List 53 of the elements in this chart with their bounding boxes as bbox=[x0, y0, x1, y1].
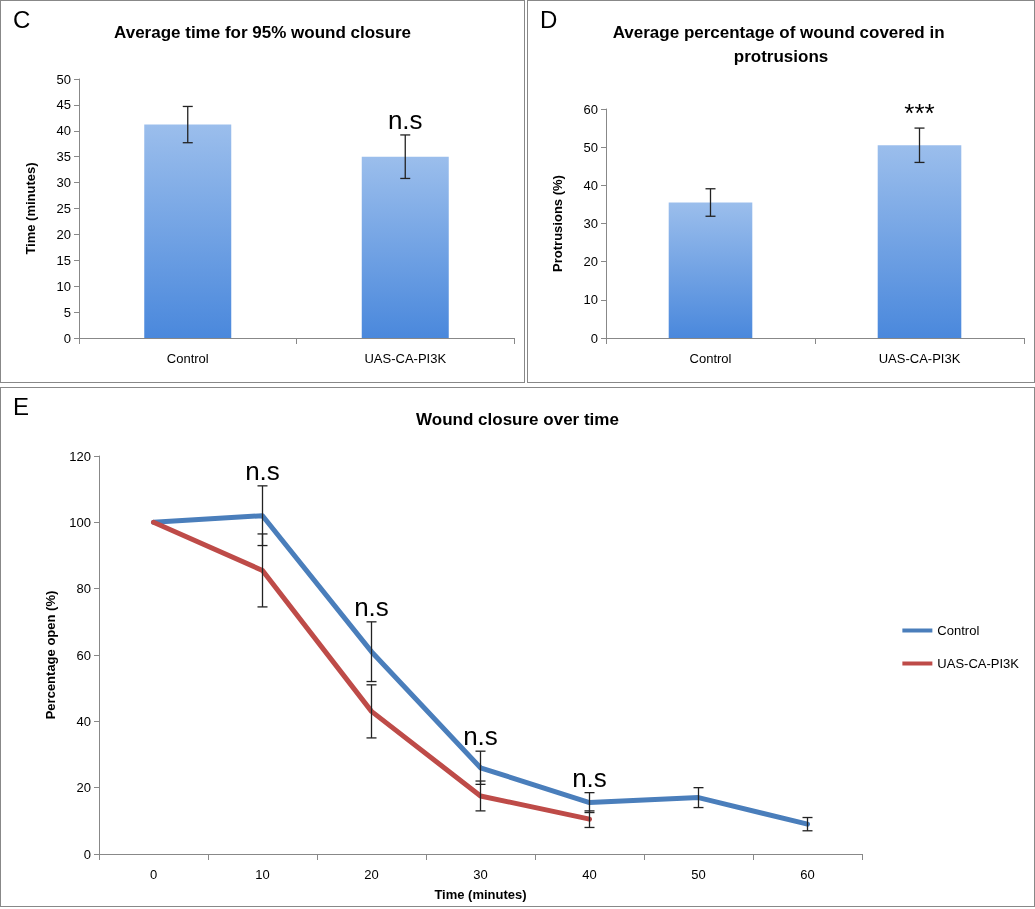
chart-title: Average percentage of wound covered in protrusions bbox=[612, 22, 950, 66]
x-tick-label: UAS-CA-PI3K bbox=[878, 351, 961, 366]
x-tick-label: 30 bbox=[473, 867, 488, 882]
y-tick-label: 50 bbox=[583, 139, 598, 155]
y-tick-label: 0 bbox=[63, 330, 71, 346]
y-tick-label: 40 bbox=[583, 177, 598, 193]
y-tick-label: 20 bbox=[56, 226, 71, 242]
annotation: n.s bbox=[572, 762, 607, 793]
annotation: n.s bbox=[463, 721, 498, 752]
y-tick-label: 10 bbox=[583, 292, 598, 308]
y-tick-label: 60 bbox=[583, 101, 598, 117]
y-tick-label: 40 bbox=[56, 123, 71, 139]
y-tick-label: 100 bbox=[69, 514, 91, 530]
legend-label: UAS-CA-PI3K bbox=[937, 656, 1020, 671]
y-tick-label: 5 bbox=[63, 304, 71, 320]
annotation: *** bbox=[904, 98, 935, 129]
y-tick-label: 80 bbox=[76, 581, 91, 597]
text: D bbox=[540, 5, 558, 33]
y-tick-label: 120 bbox=[69, 448, 91, 464]
y-tick-label: 0 bbox=[590, 330, 598, 346]
y-tick-label: 40 bbox=[76, 713, 91, 729]
y-tick-label: 30 bbox=[56, 175, 71, 191]
legend-label: Control bbox=[937, 623, 980, 638]
y-tick-label: 10 bbox=[56, 278, 71, 294]
y-axis-title: Protrusions (%) bbox=[550, 175, 565, 272]
y-tick-label: 60 bbox=[76, 647, 91, 663]
y-tick-label: 25 bbox=[56, 201, 71, 216]
y-tick-label: 30 bbox=[583, 216, 598, 231]
y-tick-label: 0 bbox=[83, 846, 91, 862]
x-tick-label: 10 bbox=[255, 867, 270, 882]
y-tick-label: 50 bbox=[56, 71, 71, 87]
y-axis-title: Percentage open (%) bbox=[43, 590, 58, 720]
text: E bbox=[13, 392, 30, 420]
annotation: n.s bbox=[245, 455, 280, 486]
x-tick-label: 50 bbox=[691, 867, 706, 882]
chart-title: Average time for 95% wound closure bbox=[114, 22, 411, 42]
y-tick-label: 15 bbox=[56, 252, 71, 268]
y-tick-label: 35 bbox=[56, 149, 71, 165]
chart-title: Wound closure over time bbox=[416, 409, 619, 429]
x-tick-label: UAS-CA-PI3K bbox=[364, 351, 447, 366]
text: C bbox=[13, 5, 31, 33]
annotation: n.s bbox=[354, 591, 389, 622]
x-tick-label: 0 bbox=[149, 867, 158, 882]
x-tick-label: 60 bbox=[800, 867, 815, 882]
x-tick-label: Control bbox=[166, 351, 209, 366]
y-tick-label: 20 bbox=[76, 780, 91, 796]
x-tick-label: 20 bbox=[364, 867, 379, 882]
x-axis-title: Time (minutes) bbox=[434, 887, 527, 902]
annotation: n.s bbox=[387, 104, 423, 135]
y-tick-label: 20 bbox=[583, 254, 598, 270]
x-tick-label: Control bbox=[689, 351, 732, 366]
y-axis-title: Time (minutes) bbox=[23, 162, 38, 255]
y-tick-label: 45 bbox=[56, 97, 71, 113]
